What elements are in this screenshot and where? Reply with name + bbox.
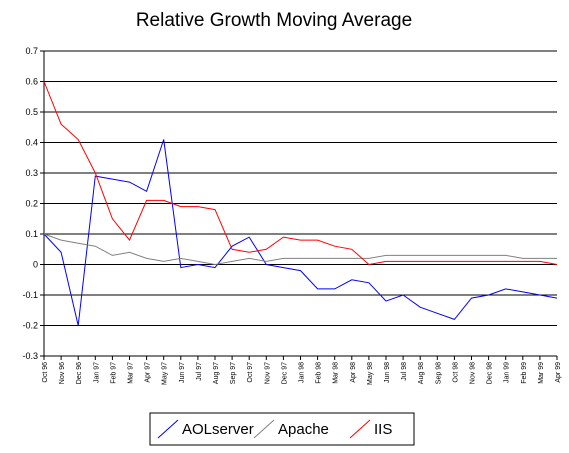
x-tick-label: Jun 97 [179, 362, 186, 383]
x-tick-label: Oct 96 [42, 362, 49, 383]
x-tick-label: Nov 98 [470, 362, 477, 384]
legend-swatch-aolserver [157, 419, 179, 439]
x-tick-label: Dec 96 [76, 362, 83, 384]
y-tick-label: 0 [33, 260, 38, 270]
legend-label-iis: IIS [374, 421, 392, 438]
x-tick-label: Aug 98 [418, 362, 425, 384]
y-tick-label: 0.3 [25, 168, 38, 178]
x-tick-label: Feb 98 [316, 362, 323, 384]
grid-layer [44, 50, 557, 357]
x-tick-label: Dec 97 [281, 362, 288, 384]
y-tick-label: 0.6 [25, 77, 38, 87]
x-tick-label: Jul 97 [196, 362, 203, 381]
series-line-apache [43, 233, 557, 266]
legend-box [149, 412, 415, 446]
x-tick-label: Oct 97 [247, 362, 254, 383]
x-tick-label: Apr 99 [555, 362, 562, 383]
x-tick-label: Feb 97 [110, 362, 117, 384]
series-layer [43, 81, 558, 326]
series-line-aolserver [43, 139, 558, 326]
x-tick-label: Jan 98 [299, 362, 306, 383]
x-tick-label: Nov 96 [59, 362, 66, 384]
x-tick-label: Sep 97 [230, 362, 237, 384]
y-tick-label: -0.3 [22, 351, 38, 361]
legend-label-apache: Apache [278, 421, 329, 438]
x-tick-label: May 98 [367, 362, 374, 385]
x-tick-label: Dec 98 [487, 362, 494, 384]
x-tick-label: Feb 99 [521, 362, 528, 384]
x-tick-label: Sep 98 [435, 362, 442, 384]
y-tick-label: 0.5 [25, 107, 38, 117]
y-tick-label: 0.7 [25, 46, 38, 56]
x-tick-label: Mar 99 [538, 362, 545, 384]
x-tick-label: Jul 98 [401, 362, 408, 381]
chart-title: Relative Growth Moving Average [136, 10, 412, 31]
y-tick-label: 0.2 [25, 199, 38, 209]
x-tick-label: Apr 97 [145, 362, 152, 383]
legend-label-aolserver: AOLserver [182, 421, 254, 438]
x-tick-label: May 97 [162, 362, 169, 385]
y-tick-label: -0.1 [22, 290, 38, 300]
series-line-iis [43, 81, 558, 266]
x-tick-label: Jan 97 [93, 362, 100, 383]
x-tick-label: Oct 98 [452, 362, 459, 383]
x-tick-label: Jun 98 [384, 362, 391, 383]
y-tick-label: 0.4 [25, 138, 38, 148]
x-tick-label: Mar 97 [128, 362, 135, 384]
x-tick-label: Nov 97 [264, 362, 271, 384]
legend-swatch-apache [253, 419, 275, 439]
legend-swatch-iis [349, 419, 371, 439]
x-tick-label: Apr 98 [350, 362, 357, 383]
legend: AOLserver Apache IIS [149, 412, 415, 446]
y-tick-label: 0.1 [25, 229, 38, 239]
x-tick-label: Jan 99 [504, 362, 511, 383]
x-tick-label: Mar 98 [333, 362, 340, 384]
y-tick-label: -0.2 [22, 321, 38, 331]
x-tick-label: Aug 97 [213, 362, 220, 384]
axis-layer: -0.3 -0.2 -0.1 0 0.1 0.2 0.3 0.4 0.5 0.6 0.7 Oct 96… [22, 46, 562, 385]
